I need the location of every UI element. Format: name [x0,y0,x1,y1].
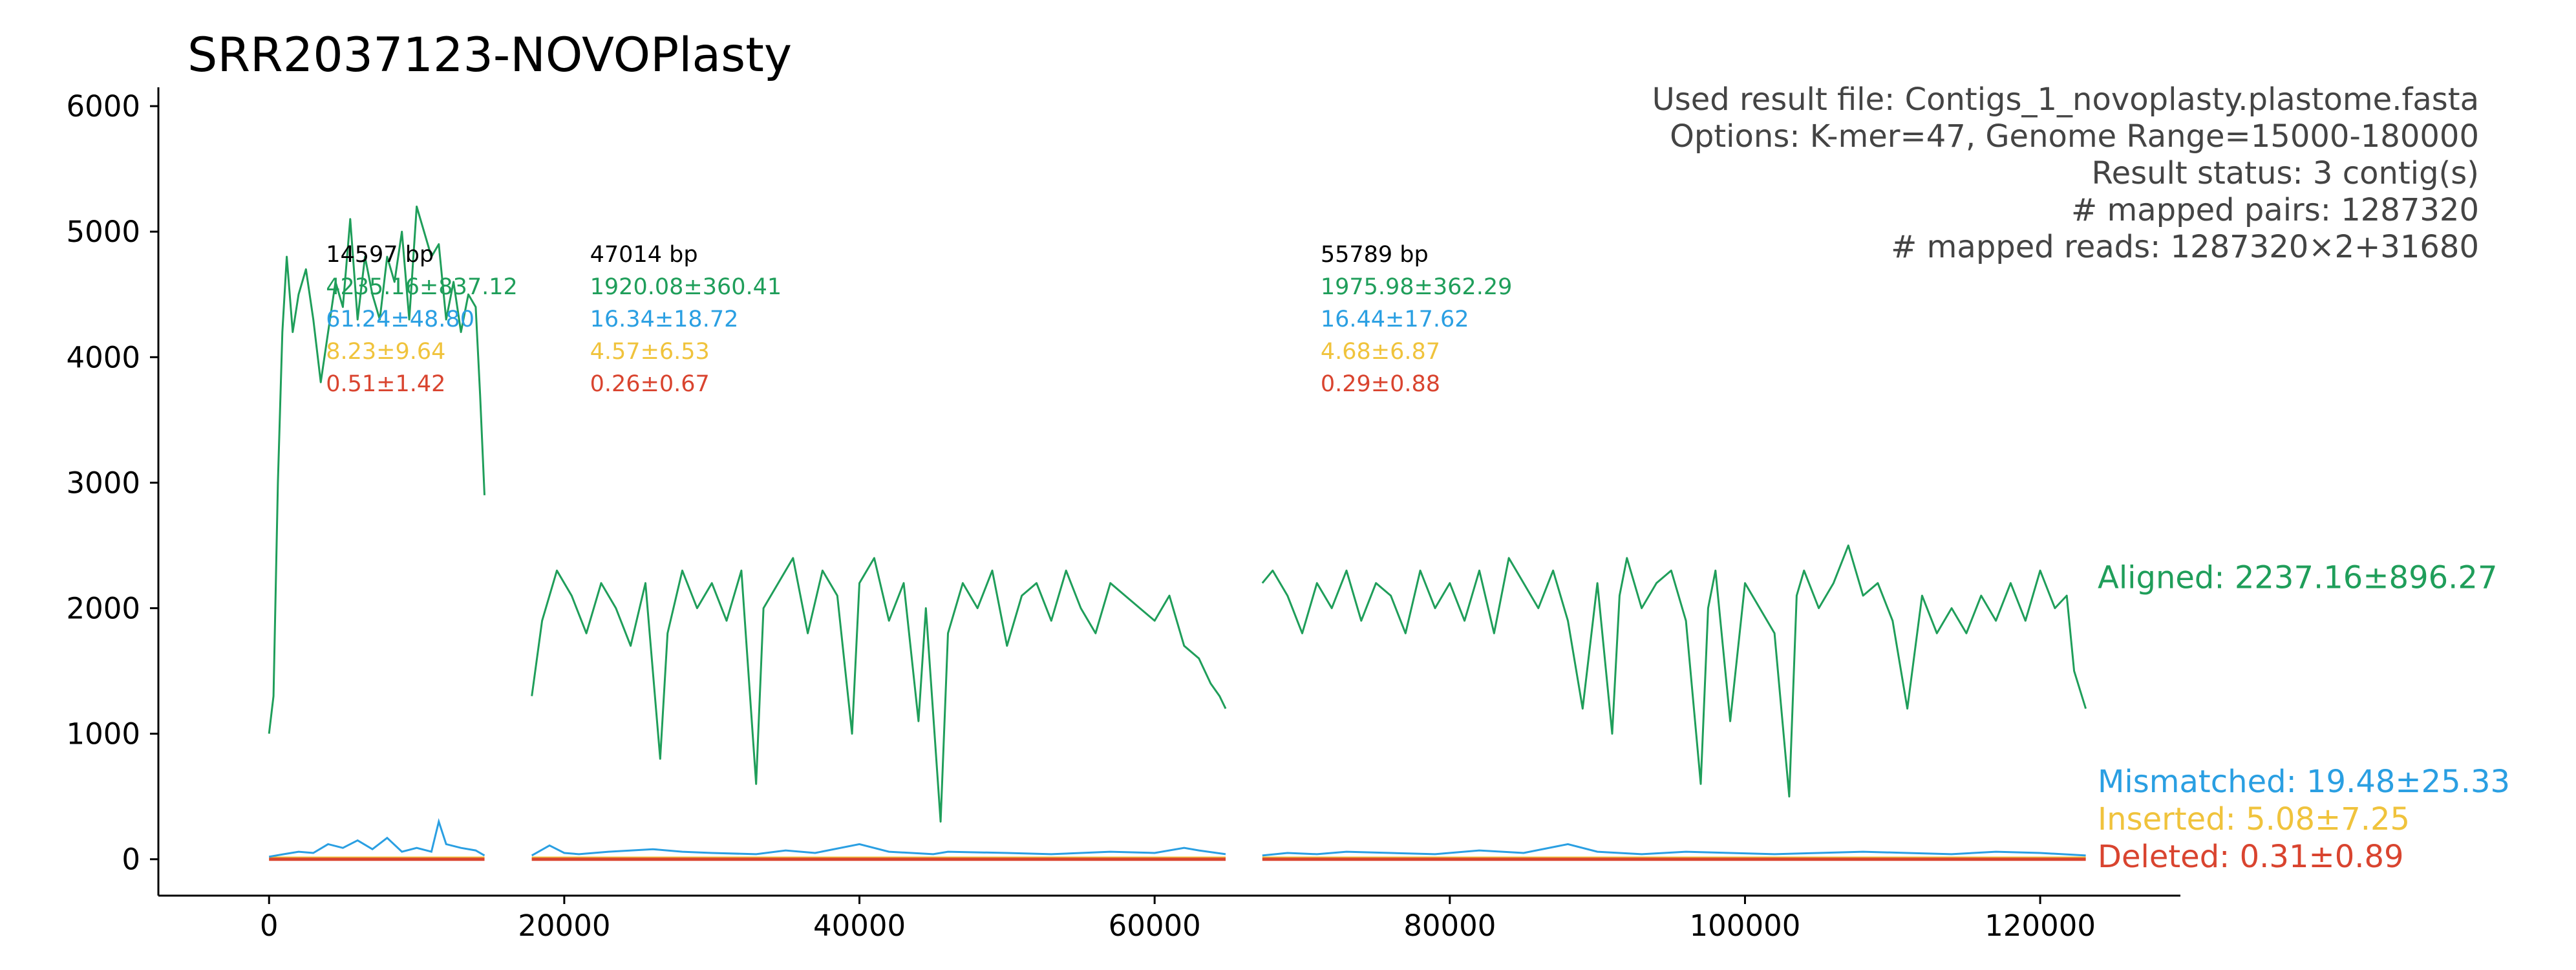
y-tick-label: 2000 [66,592,140,626]
info-line-mapped-reads: # mapped reads: 1287320×2+31680 [1891,229,2479,265]
y-tick-label: 5000 [66,215,140,249]
x-tick-label: 40000 [813,909,906,943]
contig-stat-labels: 14597 bp 4235.16±837.12 61.24±48.80 8.23±9.… [326,242,1512,397]
info-line-status: Result status: 3 contig(s) [2091,155,2479,191]
contig-aligned-stat: 1920.08±360.41 [590,274,782,300]
info-line-mapped-pairs: # mapped pairs: 1287320 [2071,192,2479,228]
aligned-line-contig-3 [1261,544,2087,798]
x-tick-label: 80000 [1403,909,1496,943]
x-tick-label: 100000 [1690,909,1801,943]
x-tick-label: 0 [260,909,279,943]
aligned-line-contig-2 [531,557,1227,823]
y-tick-label: 1000 [66,717,140,751]
y-axis-ticks: 0 1000 2000 3000 4000 5000 6000 [66,89,158,877]
plot-area [268,205,2087,861]
mismatched-line-contig-2 [531,843,1226,857]
y-tick-label: 6000 [66,89,140,124]
contig-deleted-stat: 0.26±0.67 [590,371,710,397]
legend-label-aligned: Aligned: 2237.16±896.27 [2098,560,2498,596]
contig-mismatched-stat: 61.24±48.80 [326,307,474,332]
contig-aligned-stat: 1975.98±362.29 [1321,274,1513,300]
chart-title: SRR2037123-NOVOPlasty [187,28,792,83]
info-line-result-file: Used result file: Contigs_1_novoplasty.p… [1652,81,2479,118]
contig-mismatched-stat: 16.34±18.72 [590,307,739,332]
legend-label-mismatched: Mismatched: 19.48±25.33 [2098,764,2510,800]
contig-length-label: 14597 bp [326,242,434,268]
contig-aligned-stat: 4235.16±837.12 [326,274,518,300]
contig-length-label: 47014 bp [590,242,698,268]
info-line-options: Options: K-mer=47, Genome Range=15000-18… [1670,118,2479,155]
info-panel: Used result file: Contigs_1_novoplasty.p… [1652,81,2479,265]
x-tick-label: 60000 [1109,909,1201,943]
contig-inserted-stat: 4.68±6.87 [1321,339,1440,365]
contig-length-label: 55789 bp [1321,242,1429,268]
contig-inserted-stat: 8.23±9.64 [326,339,445,365]
y-tick-label: 3000 [66,466,140,500]
x-axis-ticks: 0 20000 40000 60000 80000 100000 120000 [260,896,2096,943]
y-tick-label: 4000 [66,340,140,374]
mismatched-line-contig-3 [1262,843,2086,857]
legend-label-deleted: Deleted: 0.31±0.89 [2098,839,2404,875]
aligned-line-contig-1 [268,205,485,734]
series-legend: Aligned: 2237.16±896.27 Mismatched: 19.48… [2098,560,2510,876]
x-tick-label: 20000 [518,909,610,943]
mismatched-line-contig-1 [268,818,485,858]
contig-deleted-stat: 0.51±1.42 [326,371,445,397]
contig-deleted-stat: 0.29±0.88 [1321,371,1440,397]
x-tick-label: 120000 [1985,909,2096,943]
y-tick-label: 0 [122,843,140,877]
contig-inserted-stat: 4.57±6.53 [590,339,710,365]
contig-mismatched-stat: 16.44±17.62 [1321,307,1469,332]
legend-label-inserted: Inserted: 5.08±7.25 [2098,801,2410,837]
